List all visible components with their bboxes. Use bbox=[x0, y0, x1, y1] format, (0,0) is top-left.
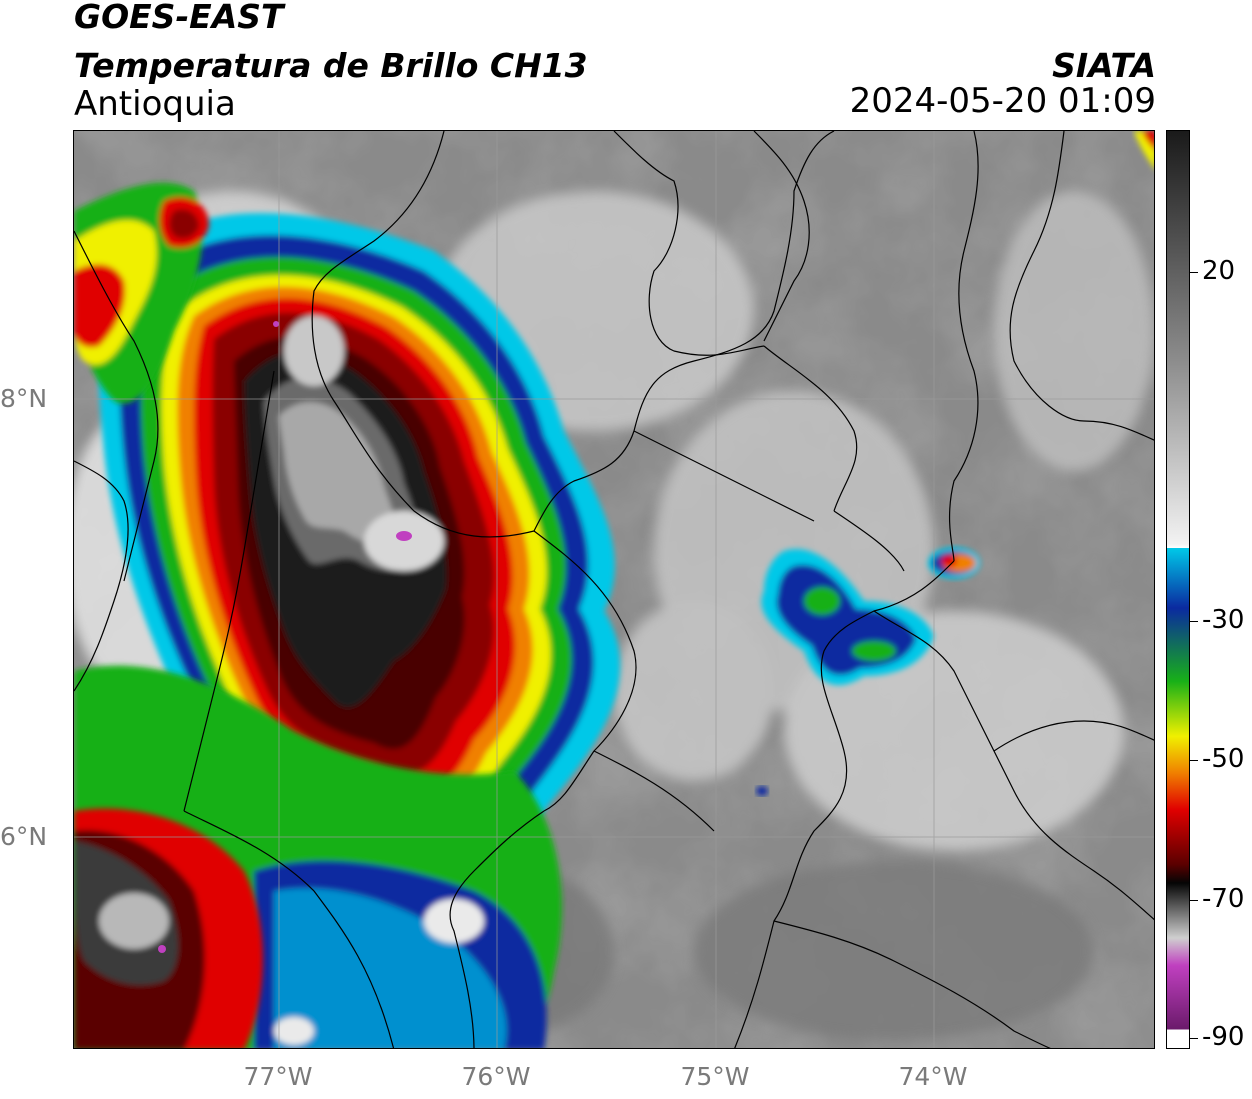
lon-label-74w: 74°W bbox=[898, 1062, 968, 1091]
colorbar-tick bbox=[1190, 621, 1198, 622]
lat-label-8n: 8°N bbox=[0, 384, 48, 413]
satellite-title: GOES-EAST bbox=[74, 0, 284, 36]
colorbar bbox=[1166, 130, 1190, 1049]
colorbar-label: -70 bbox=[1202, 884, 1245, 914]
colorbar-tick bbox=[1190, 900, 1198, 901]
colorbar-tick bbox=[1190, 760, 1198, 761]
lon-label-77w: 77°W bbox=[243, 1062, 313, 1091]
satellite-map bbox=[73, 130, 1155, 1049]
colorbar-label: -50 bbox=[1202, 744, 1245, 774]
colorbar-tick bbox=[1190, 272, 1198, 273]
colorbar-tick bbox=[1190, 1038, 1198, 1039]
lon-label-75w: 75°W bbox=[680, 1062, 750, 1091]
map-image bbox=[74, 131, 1154, 1048]
product-title: Temperatura de Brillo CH13 bbox=[74, 46, 588, 85]
region-label: Antioquia bbox=[74, 84, 236, 124]
lat-label-6n: 6°N bbox=[0, 822, 48, 851]
colorbar-label: -30 bbox=[1202, 605, 1245, 635]
colorbar-label: 20 bbox=[1202, 256, 1236, 286]
agency-label: SIATA bbox=[1052, 46, 1156, 85]
colorbar-label: -90 bbox=[1202, 1022, 1245, 1052]
datetime-label: 2024-05-20 01:09 bbox=[849, 81, 1156, 121]
lon-label-76w: 76°W bbox=[461, 1062, 531, 1091]
